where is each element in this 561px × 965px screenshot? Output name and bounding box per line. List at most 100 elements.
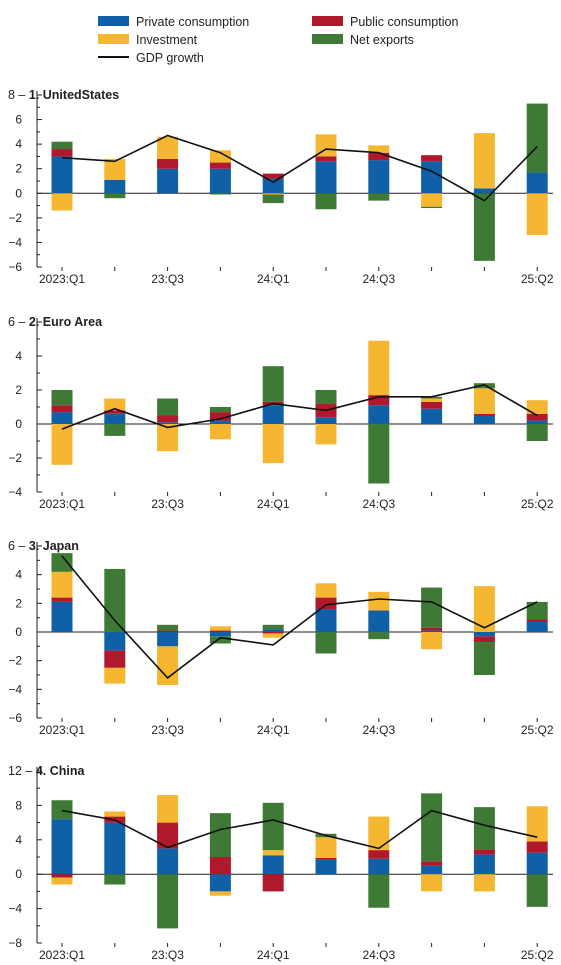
bar-investment xyxy=(315,424,337,445)
bar-investment xyxy=(104,811,126,817)
bar-public-consumption xyxy=(51,149,73,157)
bar-public-consumption xyxy=(157,158,179,169)
x-tick-label: 23:Q3 xyxy=(151,272,184,286)
panel-number: 3. xyxy=(29,539,43,553)
bar-public-consumption xyxy=(315,597,337,610)
y-tick-label: 0 xyxy=(15,625,22,639)
x-tick-label: 23:Q3 xyxy=(151,723,184,737)
bar-net-exports xyxy=(473,807,495,850)
bar-public-consumption xyxy=(473,413,495,416)
bar-public-consumption xyxy=(104,650,126,668)
bar-private-consumption xyxy=(104,179,126,194)
gdp-growth-line xyxy=(61,555,538,679)
bar-public-consumption xyxy=(368,850,390,859)
bar-net-exports xyxy=(104,424,126,436)
bar-private-consumption xyxy=(209,874,231,892)
legend-swatch xyxy=(312,34,343,44)
bar-private-consumption xyxy=(368,610,390,632)
bar-investment xyxy=(51,571,73,598)
bar-net-exports xyxy=(526,601,548,620)
bar-private-consumption xyxy=(421,865,443,875)
x-tick-label: 24:Q3 xyxy=(362,723,395,737)
panel-name: UnitedStates xyxy=(43,88,119,102)
y-tick-label: 4 xyxy=(15,349,22,363)
bar-public-consumption xyxy=(315,857,337,860)
bar-net-exports xyxy=(473,193,495,261)
y-tick-label: 2 xyxy=(15,383,22,397)
bar-investment xyxy=(421,193,443,207)
y-tick-label: 6 – xyxy=(8,539,29,553)
bar-net-exports xyxy=(526,103,548,173)
y-tick-label: 4 xyxy=(15,568,22,582)
bar-private-consumption xyxy=(209,168,231,194)
y-tick-label: 4 xyxy=(15,137,22,151)
panel-name: China xyxy=(50,764,86,778)
bar-private-consumption xyxy=(526,172,548,194)
panel-title: 8 – 1. UnitedStates xyxy=(8,88,119,102)
bar-private-consumption xyxy=(368,160,390,194)
bar-private-consumption xyxy=(315,161,337,194)
x-tick-label: 25:Q2 xyxy=(521,272,554,286)
gdp-growth-line xyxy=(61,384,538,430)
legend-item: Public consumption xyxy=(312,15,458,29)
bar-public-consumption xyxy=(209,412,231,421)
panel-name: Japan xyxy=(43,539,79,553)
legend-swatch xyxy=(98,34,129,44)
bar-private-consumption xyxy=(104,822,126,875)
bar-private-consumption xyxy=(473,188,495,194)
bar-private-consumption xyxy=(157,422,179,424)
bar-net-exports xyxy=(51,390,73,406)
gdp-growth-line xyxy=(61,134,538,202)
bar-public-consumption xyxy=(209,857,231,875)
x-tick-label: 2023:Q1 xyxy=(39,497,85,511)
legend-label: Investment xyxy=(136,33,198,47)
bar-private-consumption xyxy=(104,413,126,424)
bar-net-exports xyxy=(157,874,179,929)
y-tick-label: 2 xyxy=(15,162,22,176)
x-tick-label: 24:Q1 xyxy=(257,723,290,737)
bar-investment xyxy=(368,340,390,396)
bar-public-consumption xyxy=(526,841,548,853)
panel-title: 6 – 3. Japan xyxy=(8,539,79,553)
bar-public-consumption xyxy=(262,632,284,634)
bar-private-consumption xyxy=(526,621,548,632)
bar-net-exports xyxy=(51,553,73,572)
bar-private-consumption xyxy=(157,632,179,647)
x-tick-label: 2023:Q1 xyxy=(39,272,85,286)
bar-net-exports xyxy=(262,624,284,630)
bar-investment xyxy=(157,646,179,686)
bar-net-exports xyxy=(526,874,548,907)
bar-public-consumption xyxy=(51,874,73,878)
bar-private-consumption xyxy=(368,858,390,875)
bar-investment xyxy=(157,424,179,452)
bar-public-consumption xyxy=(473,849,495,855)
y-tick-label: 12 – xyxy=(8,764,36,778)
x-tick-label: 24:Q1 xyxy=(257,497,290,511)
legend: Private consumption Public consumption Inv… xyxy=(98,15,458,65)
bar-net-exports xyxy=(209,813,231,857)
x-tick-label: 24:Q3 xyxy=(362,948,395,962)
bar-public-consumption xyxy=(421,155,443,162)
bar-private-consumption xyxy=(157,848,179,875)
bar-private-consumption xyxy=(473,854,495,875)
bar-private-consumption xyxy=(421,408,443,424)
bar-private-consumption xyxy=(315,609,337,632)
bar-net-exports xyxy=(421,396,443,399)
bar-investment xyxy=(51,424,73,465)
bar-investment xyxy=(209,891,231,896)
bar-private-consumption xyxy=(51,819,73,875)
bar-public-consumption xyxy=(157,415,179,423)
bar-public-consumption xyxy=(368,395,390,406)
panel-number: 4. xyxy=(36,764,50,778)
y-tick-label: 4 xyxy=(15,833,22,847)
bar-net-exports xyxy=(473,642,495,675)
bar-private-consumption xyxy=(473,415,495,424)
bar-private-consumption xyxy=(526,420,548,424)
bar-net-exports xyxy=(368,632,390,640)
panel-3: 6 – 3. Japan −6 −4 −2 0 2 4 2023:Q1 23:Q3 24:Q1 24… xyxy=(8,539,554,737)
bar-public-consumption xyxy=(526,413,548,421)
y-tick-label: −8 xyxy=(8,936,22,950)
panel-title: 6 – 2. Euro Area xyxy=(8,315,103,329)
bar-public-consumption xyxy=(421,861,443,866)
bar-investment xyxy=(473,388,495,414)
